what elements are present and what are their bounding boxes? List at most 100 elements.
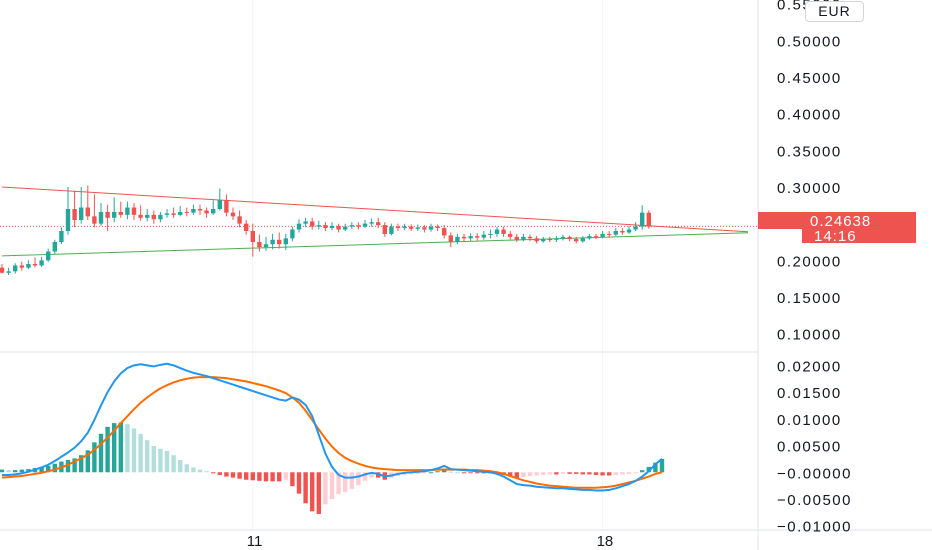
trendlines[interactable] <box>0 186 758 257</box>
macd-histogram-bar <box>369 472 374 478</box>
candle-body <box>514 236 519 240</box>
candle-body <box>376 222 381 226</box>
time-tick-label: 11 <box>247 533 263 550</box>
candle-body <box>541 239 546 242</box>
candle-body <box>303 221 308 224</box>
macd-histogram-bar <box>46 465 51 473</box>
macd-histogram-bar <box>230 472 236 478</box>
candle-body <box>257 242 262 248</box>
candle-body <box>217 200 222 209</box>
candle-body <box>118 211 123 215</box>
macd-tick-label: −0.00000 <box>777 465 852 482</box>
macd-histogram-bar <box>6 470 11 473</box>
candle-body <box>145 214 150 218</box>
candle-body <box>105 211 110 218</box>
support-trendline[interactable] <box>1 232 749 257</box>
macd-histogram-bar <box>164 450 170 473</box>
price-tick-label: 0.50000 <box>777 33 842 50</box>
candlestick-series <box>0 185 651 275</box>
candle-body <box>455 236 460 242</box>
macd-histogram-bar <box>329 472 335 499</box>
macd-histogram-bar <box>600 472 605 476</box>
macd-histogram-bar <box>455 472 460 474</box>
candle-body <box>98 211 104 224</box>
candle-body <box>620 231 625 233</box>
macd-axis[interactable]: 0.02000 0.01500 0.01000 0.00500 −0.00000 −0.0… <box>777 358 852 535</box>
macd-tick-label: 0.00500 <box>777 439 842 456</box>
macd-histogram-bar <box>204 471 209 473</box>
time-tick-label: 18 <box>597 533 614 550</box>
macd-histogram-bar <box>613 472 618 475</box>
macd-histogram-bar <box>39 466 44 473</box>
macd-tick-label: 0.01000 <box>777 412 842 429</box>
candle-body <box>428 226 434 230</box>
macd-histogram-bar <box>257 472 262 481</box>
candle-body <box>191 209 196 213</box>
macd-histogram-bar <box>607 472 612 476</box>
macd-histogram-bar <box>593 472 599 475</box>
macd-histogram-bar <box>435 471 440 473</box>
macd-histogram-bar <box>197 469 203 473</box>
candle-body <box>521 236 526 240</box>
candle-body <box>362 223 368 227</box>
macd-histogram-bar <box>85 450 90 473</box>
candle-body <box>646 212 651 227</box>
macd-histogram-bar <box>125 424 130 473</box>
macd-histogram-bar <box>541 472 546 475</box>
macd-histogram-bar <box>646 466 651 473</box>
macd-histogram-bar <box>79 455 84 473</box>
candle-body <box>310 221 315 227</box>
macd-histogram-bar <box>145 440 150 473</box>
candle-body <box>554 238 559 240</box>
macd-histogram-bar <box>118 422 123 473</box>
candle-body <box>125 207 130 215</box>
candle-body <box>244 223 249 231</box>
candle-body <box>112 211 117 218</box>
macd-histogram-bar <box>296 472 302 494</box>
candle-body <box>211 209 216 214</box>
price-axis[interactable]: 0.550000.500000.450000.400000.350000.300… <box>777 0 842 344</box>
candle-body <box>290 229 295 239</box>
candle-body <box>626 229 632 233</box>
macd-histogram-bar <box>574 472 579 474</box>
price-tick-label: 0.30000 <box>777 180 842 197</box>
candle-body <box>600 233 605 237</box>
candle-body <box>59 231 64 242</box>
candle-body <box>184 211 189 213</box>
candle-body <box>527 236 533 239</box>
macd-histogram-bar <box>508 472 513 477</box>
candle-body <box>39 260 44 266</box>
macd-tick-label: 0.01500 <box>777 385 842 402</box>
countdown-tag-box <box>802 229 916 243</box>
candle-body <box>296 223 302 230</box>
candle-body <box>283 238 288 245</box>
macd-histogram-bar <box>527 472 533 477</box>
macd-histogram-bar <box>640 470 645 473</box>
macd-histogram-bar <box>514 472 519 479</box>
price-tick-label: 0.20000 <box>777 253 842 270</box>
candle-body <box>79 207 84 220</box>
macd-histogram-bar <box>13 470 18 473</box>
candle-body <box>65 209 71 231</box>
resistance-trendline[interactable] <box>1 186 749 233</box>
macd-histogram-bar <box>270 472 275 482</box>
macd-histogram-bar <box>316 472 321 514</box>
candle-body <box>560 236 566 239</box>
currency-button[interactable]: EUR <box>805 1 864 22</box>
candle-body <box>131 207 137 215</box>
candle-body <box>204 210 209 214</box>
candle-body <box>343 226 348 230</box>
candle-body <box>468 236 473 239</box>
candle-body <box>547 239 552 241</box>
candle-body <box>475 236 480 238</box>
candle-body <box>593 236 599 238</box>
candle-body <box>501 229 506 234</box>
candle-body <box>46 251 51 261</box>
candle-body <box>85 207 90 217</box>
macd-histogram <box>0 422 665 514</box>
macd-histogram-bar <box>362 472 368 481</box>
candle-body <box>369 222 374 224</box>
macd-histogram-bar <box>554 472 559 475</box>
time-axis[interactable]: 11 18 <box>247 533 613 550</box>
